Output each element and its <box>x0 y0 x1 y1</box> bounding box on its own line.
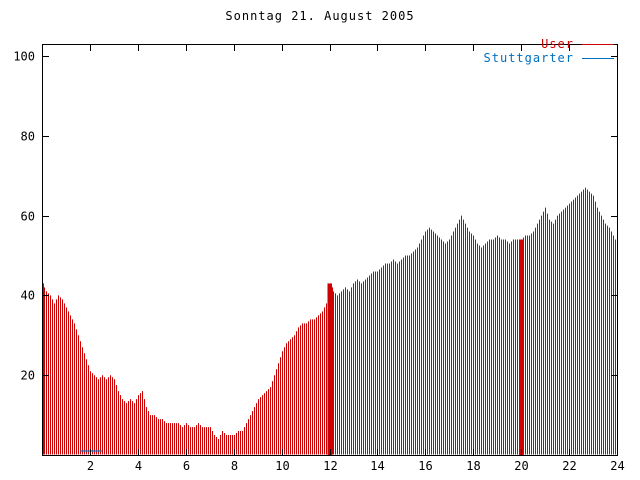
svg-text:14: 14 <box>370 459 384 473</box>
svg-text:8: 8 <box>231 459 238 473</box>
svg-text:100: 100 <box>13 50 35 64</box>
legend-label-user: User <box>541 37 574 51</box>
svg-text:6: 6 <box>183 459 190 473</box>
svg-text:40: 40 <box>21 289 35 303</box>
svg-text:2: 2 <box>87 459 94 473</box>
legend-line-stuttgarter <box>582 57 614 59</box>
svg-text:18: 18 <box>466 459 480 473</box>
svg-text:20: 20 <box>21 369 35 383</box>
legend: User Stuttgarter <box>484 37 614 65</box>
legend-item-user: User <box>484 37 614 51</box>
svg-text:24: 24 <box>610 459 624 473</box>
legend-label-stuttgarter: Stuttgarter <box>483 51 574 65</box>
svg-text:22: 22 <box>562 459 576 473</box>
svg-text:12: 12 <box>323 459 337 473</box>
legend-item-stuttgarter: Stuttgarter <box>484 51 614 65</box>
svg-text:80: 80 <box>21 130 35 144</box>
svg-text:16: 16 <box>418 459 432 473</box>
svg-text:60: 60 <box>21 210 35 224</box>
chart-title: Sonntag 21. August 2005 <box>225 9 415 23</box>
svg-text:4: 4 <box>135 459 142 473</box>
svg-text:20: 20 <box>514 459 528 473</box>
svg-text:10: 10 <box>275 459 289 473</box>
legend-line-user <box>582 43 614 45</box>
